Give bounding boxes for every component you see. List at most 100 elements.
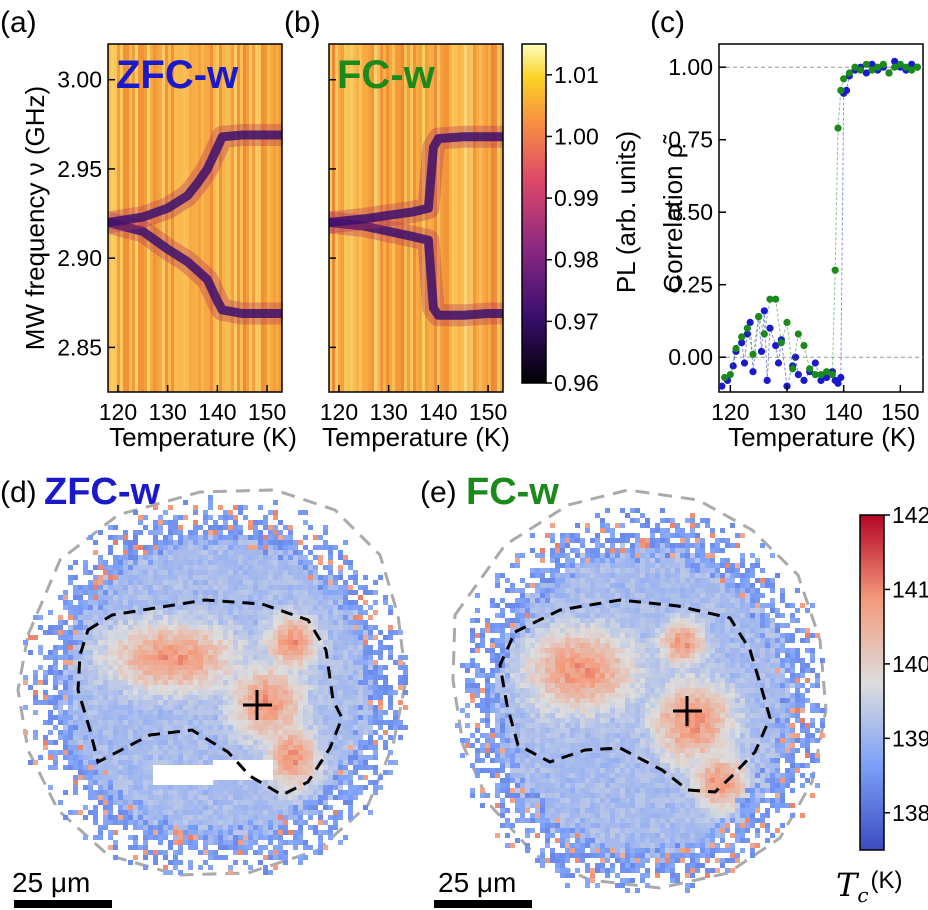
- tc-pixel: [705, 568, 710, 573]
- tc-pixel: [313, 795, 318, 800]
- tc-pixel: [720, 613, 725, 618]
- tc-pixel: [243, 850, 248, 855]
- tc-pixel: [113, 655, 118, 660]
- tc-pixel: [203, 590, 208, 595]
- tc-pixel: [615, 593, 620, 598]
- tc-pixel: [680, 543, 685, 548]
- heatmap-stripe: [428, 44, 431, 392]
- tc-pixel: [263, 525, 268, 530]
- tc-pixel: [293, 615, 298, 620]
- tc-pixel: [283, 545, 288, 550]
- tc-pixel: [665, 518, 670, 523]
- tc-pixel: [268, 560, 273, 565]
- tc-pixel: [635, 548, 640, 553]
- tc-pixel: [243, 580, 248, 585]
- point-zfc-w: [811, 359, 819, 367]
- tc-pixel: [63, 620, 68, 625]
- pl-colorbar-gradient: [521, 43, 547, 384]
- heatmap-stripe: [258, 44, 261, 392]
- tc-pixel: [68, 685, 73, 690]
- tc-pixel: [740, 598, 745, 603]
- tc-pixel: [273, 775, 278, 780]
- tc-pixel: [178, 575, 183, 580]
- tc-pixel: [68, 660, 73, 665]
- tc-pixel: [535, 553, 540, 558]
- tc-pixel: [153, 835, 158, 840]
- tc-pixel: [353, 720, 358, 725]
- tc-pixel: [368, 690, 373, 695]
- tc-pixel: [323, 775, 328, 780]
- tc-pixel: [388, 690, 393, 695]
- tc-pixel: [188, 615, 193, 620]
- tc-pixel: [118, 570, 123, 575]
- tc-pixel: [393, 690, 398, 695]
- tc-pixel: [343, 795, 348, 800]
- tc-pixel: [705, 588, 710, 593]
- tc-pixel: [248, 830, 253, 835]
- tc-pixel: [183, 700, 188, 705]
- tc-pixel: [188, 760, 193, 765]
- tc-pixel: [243, 690, 248, 695]
- tc-pixel: [363, 760, 368, 765]
- tc-pixel: [323, 530, 328, 535]
- tc-pixel: [78, 720, 83, 725]
- tc-pixel: [535, 583, 540, 588]
- tc-pixel: [348, 590, 353, 595]
- tc-pixel: [288, 600, 293, 605]
- tc-pixel: [228, 535, 233, 540]
- tc-pixel: [198, 560, 203, 565]
- tc-pixel: [730, 523, 735, 528]
- tc-pixel: [273, 625, 278, 630]
- tc-pixel: [303, 750, 308, 755]
- tc-pixel: [133, 645, 138, 650]
- tc-pixel: [148, 615, 153, 620]
- tc-pixel: [313, 585, 318, 590]
- tc-pixel: [123, 565, 128, 570]
- tc-pixel: [348, 780, 353, 785]
- tc-pixel: [28, 650, 33, 655]
- heatmap-stripe: [407, 44, 410, 392]
- tc-pixel: [540, 568, 545, 573]
- tc-pixel: [318, 835, 323, 840]
- tc-pixel: [198, 685, 203, 690]
- tc-pixel: [238, 660, 243, 665]
- tc-pixel: [680, 588, 685, 593]
- tc-pixel: [283, 855, 288, 860]
- tc-pixel: [98, 800, 103, 805]
- tc-pixel: [243, 835, 248, 840]
- tc-pixel: [308, 595, 313, 600]
- tc-pixel: [398, 630, 403, 635]
- tc-pixel: [188, 540, 193, 545]
- tc-pixel: [323, 770, 328, 775]
- tc-pixel: [258, 755, 263, 760]
- point-fc-w: [837, 86, 845, 94]
- tc-pixel: [283, 715, 288, 720]
- heatmap-stripe: [267, 44, 270, 392]
- tc-pixel: [338, 640, 343, 645]
- tc-pixel: [143, 695, 148, 700]
- tc-pixel: [745, 573, 750, 578]
- tc-pixel: [188, 575, 193, 580]
- tc-pixel: [98, 590, 103, 595]
- tc-pixel: [660, 573, 665, 578]
- tc-pixel: [168, 635, 173, 640]
- tc-pixel: [273, 545, 278, 550]
- tc-pixel: [108, 835, 113, 840]
- tc-pixel: [158, 720, 163, 725]
- tc-pixel: [635, 518, 640, 523]
- tc-pixel: [348, 635, 353, 640]
- tc-pixel: [248, 745, 253, 750]
- tc-pixel: [63, 735, 68, 740]
- tc-pixel: [68, 730, 73, 735]
- tc-pixel: [123, 640, 128, 645]
- tc-pixel: [550, 613, 555, 618]
- tc-pixel: [298, 785, 303, 790]
- tc-pixel: [308, 795, 313, 800]
- tc-pixel: [353, 725, 358, 730]
- tc-pixel: [193, 665, 198, 670]
- tc-pixel: [123, 755, 128, 760]
- point-zfc-w: [774, 359, 783, 367]
- tc-pixel: [323, 600, 328, 605]
- tc-pixel: [203, 635, 208, 640]
- tc-pixel: [143, 600, 148, 605]
